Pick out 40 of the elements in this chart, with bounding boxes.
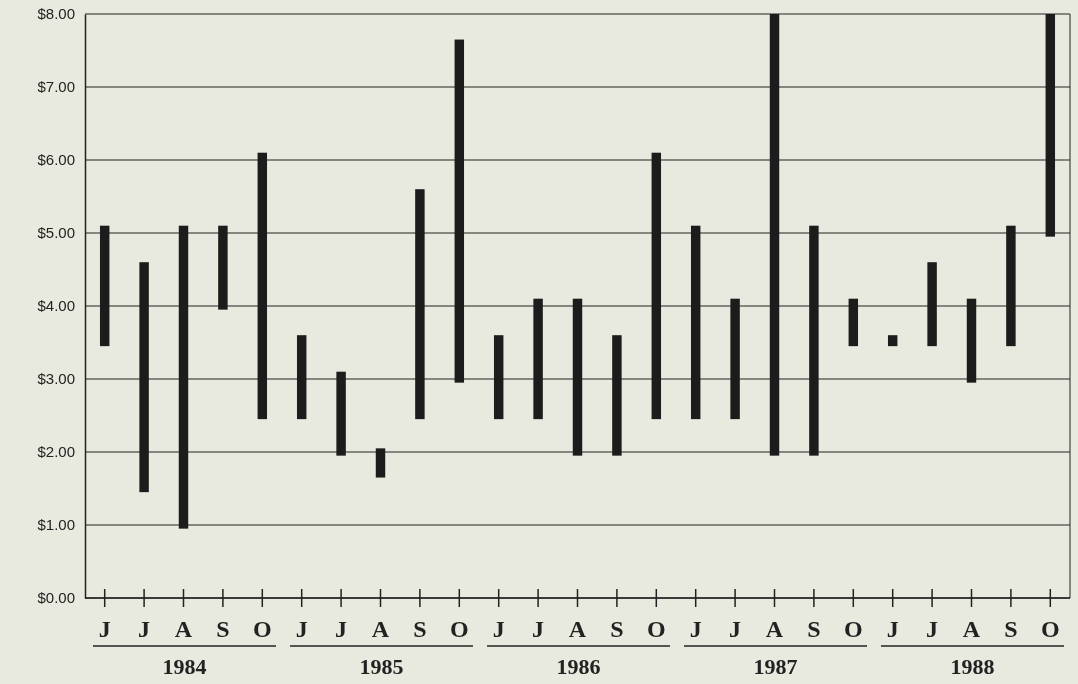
y-tick-label: $6.00 — [37, 151, 75, 169]
x-tick-label: S — [216, 616, 230, 643]
x-tick-label: J — [926, 616, 939, 643]
x-tick-label: J — [729, 616, 742, 643]
x-tick-label: O — [1040, 616, 1060, 643]
x-tick-label: S — [413, 616, 427, 643]
x-tick-label: J — [492, 616, 505, 643]
x-tick-label: J — [98, 616, 111, 643]
x-tick-label: J — [886, 616, 899, 643]
x-tick-label: J — [138, 616, 151, 643]
y-tick-label: $7.00 — [37, 78, 75, 96]
y-tick-label: $1.00 — [37, 516, 75, 534]
y-tick-label: $0.00 — [37, 589, 75, 607]
y-tick-label: $5.00 — [37, 224, 75, 242]
y-tick-label: $8.00 — [37, 5, 75, 23]
text: 1985 — [359, 654, 404, 679]
bar — [887, 335, 898, 347]
x-tick-label: O — [646, 616, 666, 643]
y-tick-label: $4.00 — [37, 297, 75, 315]
x-tick-label: J — [532, 616, 545, 643]
text: 1987 — [753, 654, 798, 679]
x-tick-label: S — [1004, 616, 1018, 643]
x-tick-label: A — [174, 616, 193, 643]
x-tick-label: S — [610, 616, 624, 643]
x-tick-label: J — [335, 616, 348, 643]
x-tick-label: A — [568, 616, 587, 643]
x-tick-label: A — [765, 616, 784, 643]
x-tick-label: J — [689, 616, 702, 643]
x-tick-label: J — [295, 616, 308, 643]
text: 1984 — [162, 654, 207, 679]
y-tick-label: $2.00 — [37, 443, 75, 461]
text: 1986 — [556, 654, 601, 679]
y-tick-label: $3.00 — [37, 370, 75, 388]
x-tick-label: O — [252, 616, 272, 643]
text: 1988 — [950, 654, 995, 679]
x-tick-label: A — [962, 616, 981, 643]
x-tick-label: O — [843, 616, 863, 643]
x-tick-label: A — [371, 616, 390, 643]
x-tick-label: O — [449, 616, 469, 643]
x-tick-label: S — [807, 616, 821, 643]
